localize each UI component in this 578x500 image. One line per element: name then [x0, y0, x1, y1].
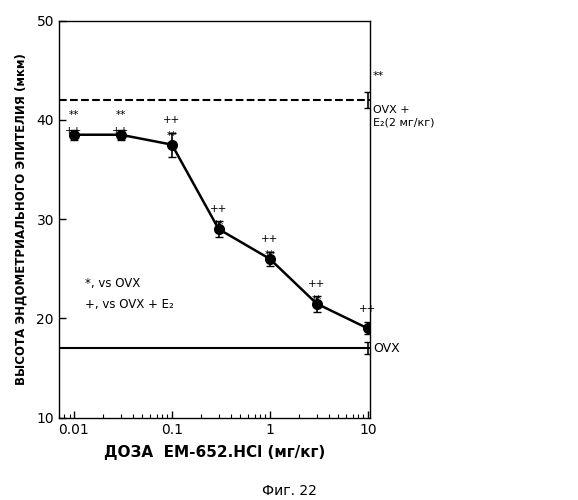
X-axis label: ДОЗА  EM-652.HCl (мг/кг): ДОЗА EM-652.HCl (мг/кг) [103, 445, 325, 460]
Text: OVX +
E₂(2 мг/кг): OVX + E₂(2 мг/кг) [373, 104, 435, 127]
Text: ++: ++ [65, 126, 83, 136]
Text: **: ** [213, 220, 224, 230]
Text: ++: ++ [308, 278, 325, 288]
Text: OVX: OVX [373, 342, 400, 355]
Text: Фиг. 22: Фиг. 22 [262, 484, 316, 498]
Text: **: ** [312, 294, 322, 304]
Text: ++: ++ [210, 204, 227, 214]
Y-axis label: ВЫСОТА ЭНДОМЕТРИАЛЬНОГО ЭПИТЕЛИЯ (мкм): ВЫСОТА ЭНДОМЕТРИАЛЬНОГО ЭПИТЕЛИЯ (мкм) [15, 53, 28, 385]
Text: **: ** [116, 110, 126, 120]
Text: **: ** [265, 250, 275, 260]
Text: ++: ++ [112, 126, 129, 136]
Text: ++: ++ [164, 115, 180, 125]
Text: ++: ++ [261, 234, 279, 244]
Text: *, vs OVX
+, vs OVX + E₂: *, vs OVX +, vs OVX + E₂ [85, 276, 174, 310]
Text: ++: ++ [359, 304, 376, 314]
Text: **: ** [167, 130, 177, 140]
Text: **: ** [69, 110, 79, 120]
Text: **: ** [373, 71, 384, 81]
